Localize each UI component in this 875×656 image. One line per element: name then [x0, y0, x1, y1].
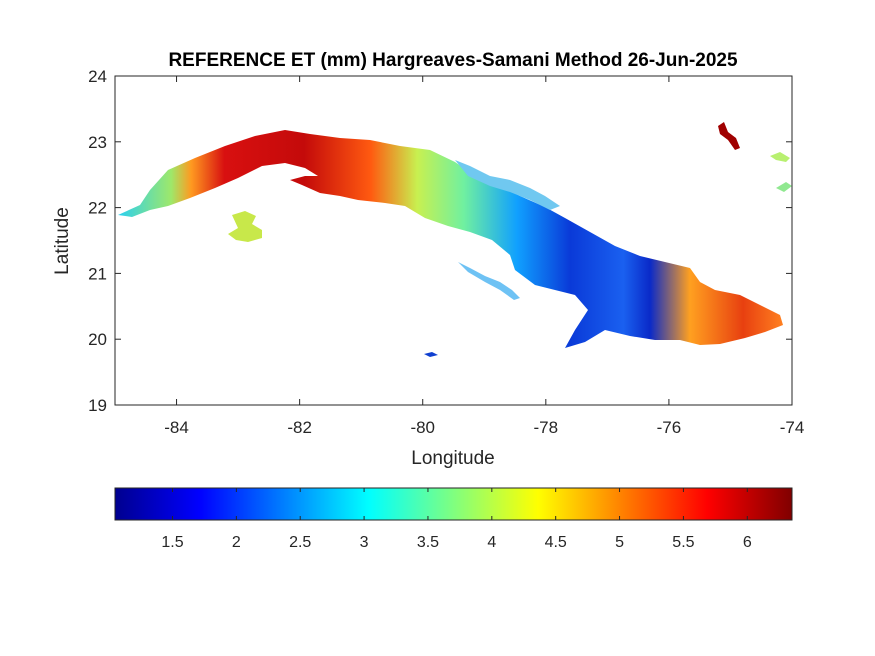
isla-de-la-juventud — [228, 211, 262, 242]
colorbar-tick-label: 3 — [360, 534, 369, 551]
colorbar-tick-label: 6 — [743, 534, 752, 551]
map-axes — [115, 76, 792, 405]
colorbar-tick-label: 1.5 — [161, 534, 183, 551]
x-tick-label: -80 — [410, 418, 435, 437]
y-tick-label: 19 — [88, 396, 107, 415]
small-cay-south — [424, 352, 438, 357]
y-axis-label: Latitude — [52, 207, 73, 275]
south-cays — [458, 262, 520, 300]
map-title: REFERENCE ET (mm) Hargreaves-Samani Meth… — [168, 50, 738, 71]
x-tick-label: -76 — [657, 418, 682, 437]
x-tick-label: -74 — [780, 418, 805, 437]
y-tick-label: 23 — [88, 133, 107, 152]
x-tick-label: -82 — [287, 418, 312, 437]
cuba-main-island — [118, 130, 783, 348]
x-axis-label: Longitude — [411, 448, 494, 469]
x-tick-label: -78 — [534, 418, 559, 437]
north-cays — [455, 160, 560, 210]
colorbar — [114, 487, 793, 521]
x-axis-ticks: -84 -82 -80 -78 -76 -74 — [164, 76, 804, 437]
y-tick-label: 21 — [88, 264, 107, 283]
colorbar-tick-label: 5 — [615, 534, 624, 551]
colorbar-tick-label: 2.5 — [289, 534, 311, 551]
colorbar-ticks: 1.5 2 2.5 3 3.5 4 4.5 5 5.5 6 — [161, 488, 752, 551]
colorbar-tick-label: 3.5 — [417, 534, 439, 551]
et-data-layer — [118, 122, 792, 357]
colorbar-tick-label: 4.5 — [545, 534, 567, 551]
cayo-east-green — [770, 152, 790, 162]
y-tick-label: 24 — [88, 67, 107, 86]
colorbar-tick-label: 5.5 — [672, 534, 694, 551]
y-tick-label: 20 — [88, 330, 107, 349]
y-axis-ticks: 19 20 21 22 23 24 — [88, 67, 792, 415]
axes-border — [114, 75, 793, 406]
y-tick-label: 22 — [88, 199, 107, 218]
cayo-east-red — [718, 122, 740, 150]
cayo-east-small — [776, 182, 792, 192]
x-tick-label: -84 — [164, 418, 189, 437]
colorbar-tick-label: 2 — [232, 534, 241, 551]
colorbar-tick-label: 4 — [487, 534, 496, 551]
